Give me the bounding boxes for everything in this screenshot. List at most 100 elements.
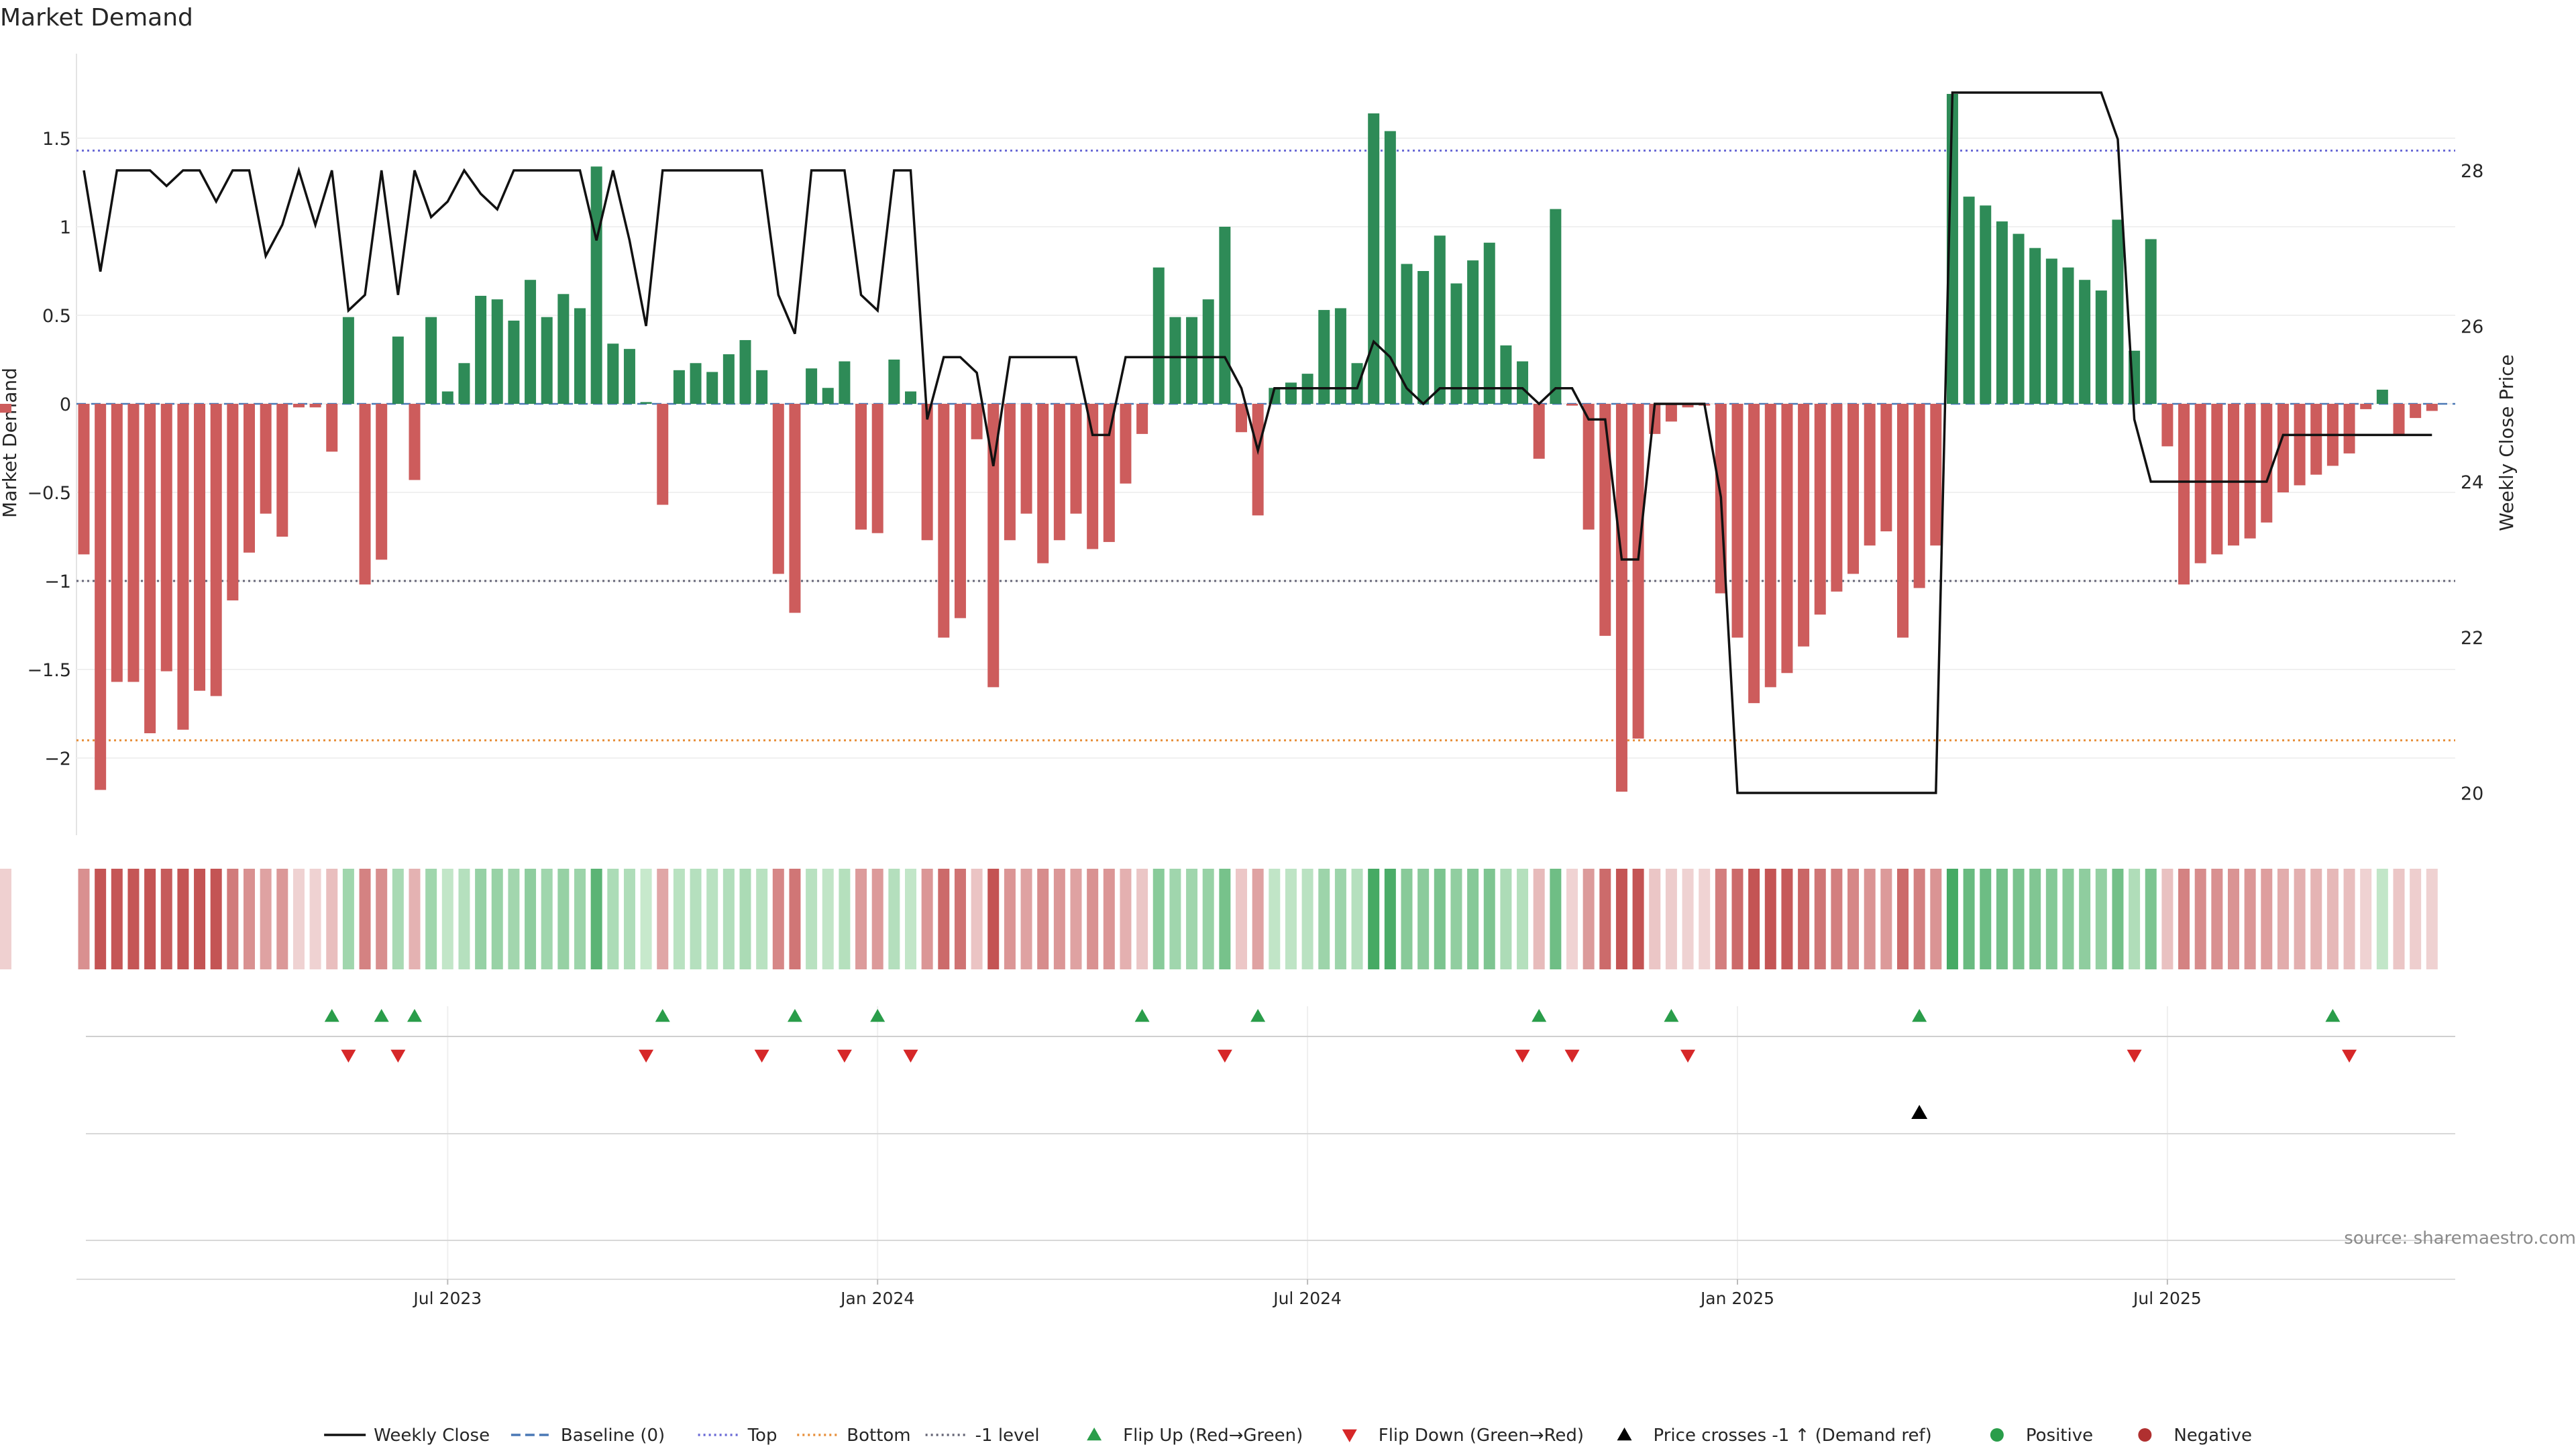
negative-demand-bar — [1632, 404, 1644, 739]
heat-cell — [1980, 869, 1992, 969]
positive-demand-bar — [1219, 227, 1231, 404]
positive-demand-bar — [1417, 271, 1430, 404]
negative-demand-bar — [1897, 404, 1909, 638]
heat-cell — [1517, 869, 1529, 969]
heat-cell — [2310, 869, 2322, 969]
legend-item: Flip Up (Red→Green) — [1087, 1426, 1303, 1446]
flip-up-marker — [655, 1009, 670, 1022]
legend-swatch — [1617, 1428, 1632, 1441]
legend-label: Flip Up (Red→Green) — [1123, 1426, 1303, 1446]
negative-demand-bar — [111, 404, 123, 682]
heat-cell — [1318, 869, 1330, 969]
heat-cell — [475, 869, 487, 969]
source-note: source: sharemaestro.com — [2344, 1228, 2576, 1248]
negative-demand-bar — [309, 404, 321, 408]
heat-cell — [1632, 869, 1644, 969]
heat-cell — [1186, 869, 1198, 969]
negative-demand-bar — [227, 404, 239, 601]
heat-cell — [954, 869, 966, 969]
positive-demand-bar — [1351, 363, 1363, 404]
heat-cell — [2045, 869, 2057, 969]
heat-cell — [1219, 869, 1231, 969]
heat-cell — [789, 869, 801, 969]
right-tick-label: 24 — [2461, 472, 2483, 493]
heat-cell — [1930, 869, 1942, 969]
heat-cell — [822, 869, 834, 969]
x-tick-label: Jul 2023 — [412, 1289, 482, 1308]
legend-label: Flip Down (Green→Red) — [1379, 1426, 1584, 1446]
heat-cell — [1897, 869, 1909, 969]
negative-demand-bar — [2360, 404, 2372, 409]
positive-demand-bar — [722, 354, 735, 404]
heat-cell — [292, 869, 305, 969]
positive-demand-bar — [690, 363, 702, 404]
heat-cell — [1764, 869, 1776, 969]
heat-cell — [1236, 869, 1247, 969]
positive-demand-bar — [839, 361, 851, 404]
weekly-close-series — [83, 91, 2432, 794]
heat-cell — [722, 869, 735, 969]
positive-demand-bar — [1169, 317, 1181, 404]
heat-cell — [525, 869, 537, 969]
positive-demand-bar — [475, 295, 487, 404]
negative-demand-bar — [1682, 404, 1694, 408]
positive-demand-bar — [441, 391, 453, 404]
right-axis-ticks: 28 26 24 22 20 — [2461, 161, 2483, 804]
negative-demand-bar — [1615, 404, 1627, 792]
heat-cell — [2194, 869, 2206, 969]
negative-demand-bar — [921, 404, 933, 541]
positive-demand-bar — [2045, 258, 2057, 404]
positive-demand-bar — [905, 391, 916, 404]
heat-cell — [458, 869, 470, 969]
legend: Weekly Close Baseline (0) Top Bottom -1 leve… — [324, 1426, 2252, 1446]
negative-demand-bar — [954, 404, 966, 619]
heat-cell — [1417, 869, 1430, 969]
heat-cell — [1665, 869, 1677, 969]
heat-cell — [309, 869, 321, 969]
left-tick-label: −1 — [44, 572, 71, 592]
chart-title: Market Demand — [0, 4, 193, 32]
negative-demand-bar — [244, 404, 255, 553]
heat-cell — [359, 869, 371, 969]
reference-lines — [76, 149, 2455, 742]
positive-demand-bar — [1450, 283, 1462, 404]
heat-cell — [2261, 869, 2273, 969]
negative-demand-bar — [1798, 404, 1810, 647]
negative-demand-bar — [1599, 404, 1611, 636]
heat-cell — [607, 869, 619, 969]
heat-cell — [2228, 869, 2239, 969]
positive-demand-bar — [1500, 345, 1512, 404]
heat-cell — [376, 869, 388, 969]
heat-cell — [2029, 869, 2041, 969]
negative-demand-bar — [1913, 404, 1925, 588]
negative-demand-bar — [2261, 404, 2273, 523]
right-tick-label: 26 — [2461, 317, 2483, 337]
negative-demand-bar — [2310, 404, 2322, 475]
heat-cell — [905, 869, 916, 969]
heat-cell — [1020, 869, 1032, 969]
heat-cell — [1202, 869, 1214, 969]
heat-cell — [1351, 869, 1363, 969]
negative-demand-bar — [1037, 404, 1049, 564]
negative-demand-bar — [2277, 404, 2289, 492]
flip-down-marker — [639, 1049, 654, 1063]
heat-cell — [1963, 869, 1975, 969]
positive-demand-bar — [525, 280, 537, 404]
negative-demand-bar — [1070, 404, 1082, 514]
negative-demand-bar — [1252, 404, 1264, 516]
heat-cell — [1533, 869, 1545, 969]
positive-demand-bar — [673, 370, 685, 404]
heat-cell — [2294, 869, 2306, 969]
flip-up-marker — [324, 1009, 339, 1022]
negative-demand-bar — [772, 404, 784, 574]
flip-up-marker — [1250, 1009, 1266, 1022]
x-axis: Jul 2023 Jan 2024 Jul 2024 Jan 2025 Jul 2025 — [76, 1279, 2455, 1308]
positive-demand-bar — [574, 308, 586, 404]
negative-demand-bar — [1136, 404, 1148, 434]
positive-demand-bar — [1401, 264, 1413, 404]
negative-demand-bar — [160, 404, 172, 672]
heat-cell — [623, 869, 635, 969]
right-axis-label: Weekly Close Price — [2496, 354, 2518, 531]
heat-cell — [1004, 869, 1016, 969]
heat-cell — [574, 869, 586, 969]
